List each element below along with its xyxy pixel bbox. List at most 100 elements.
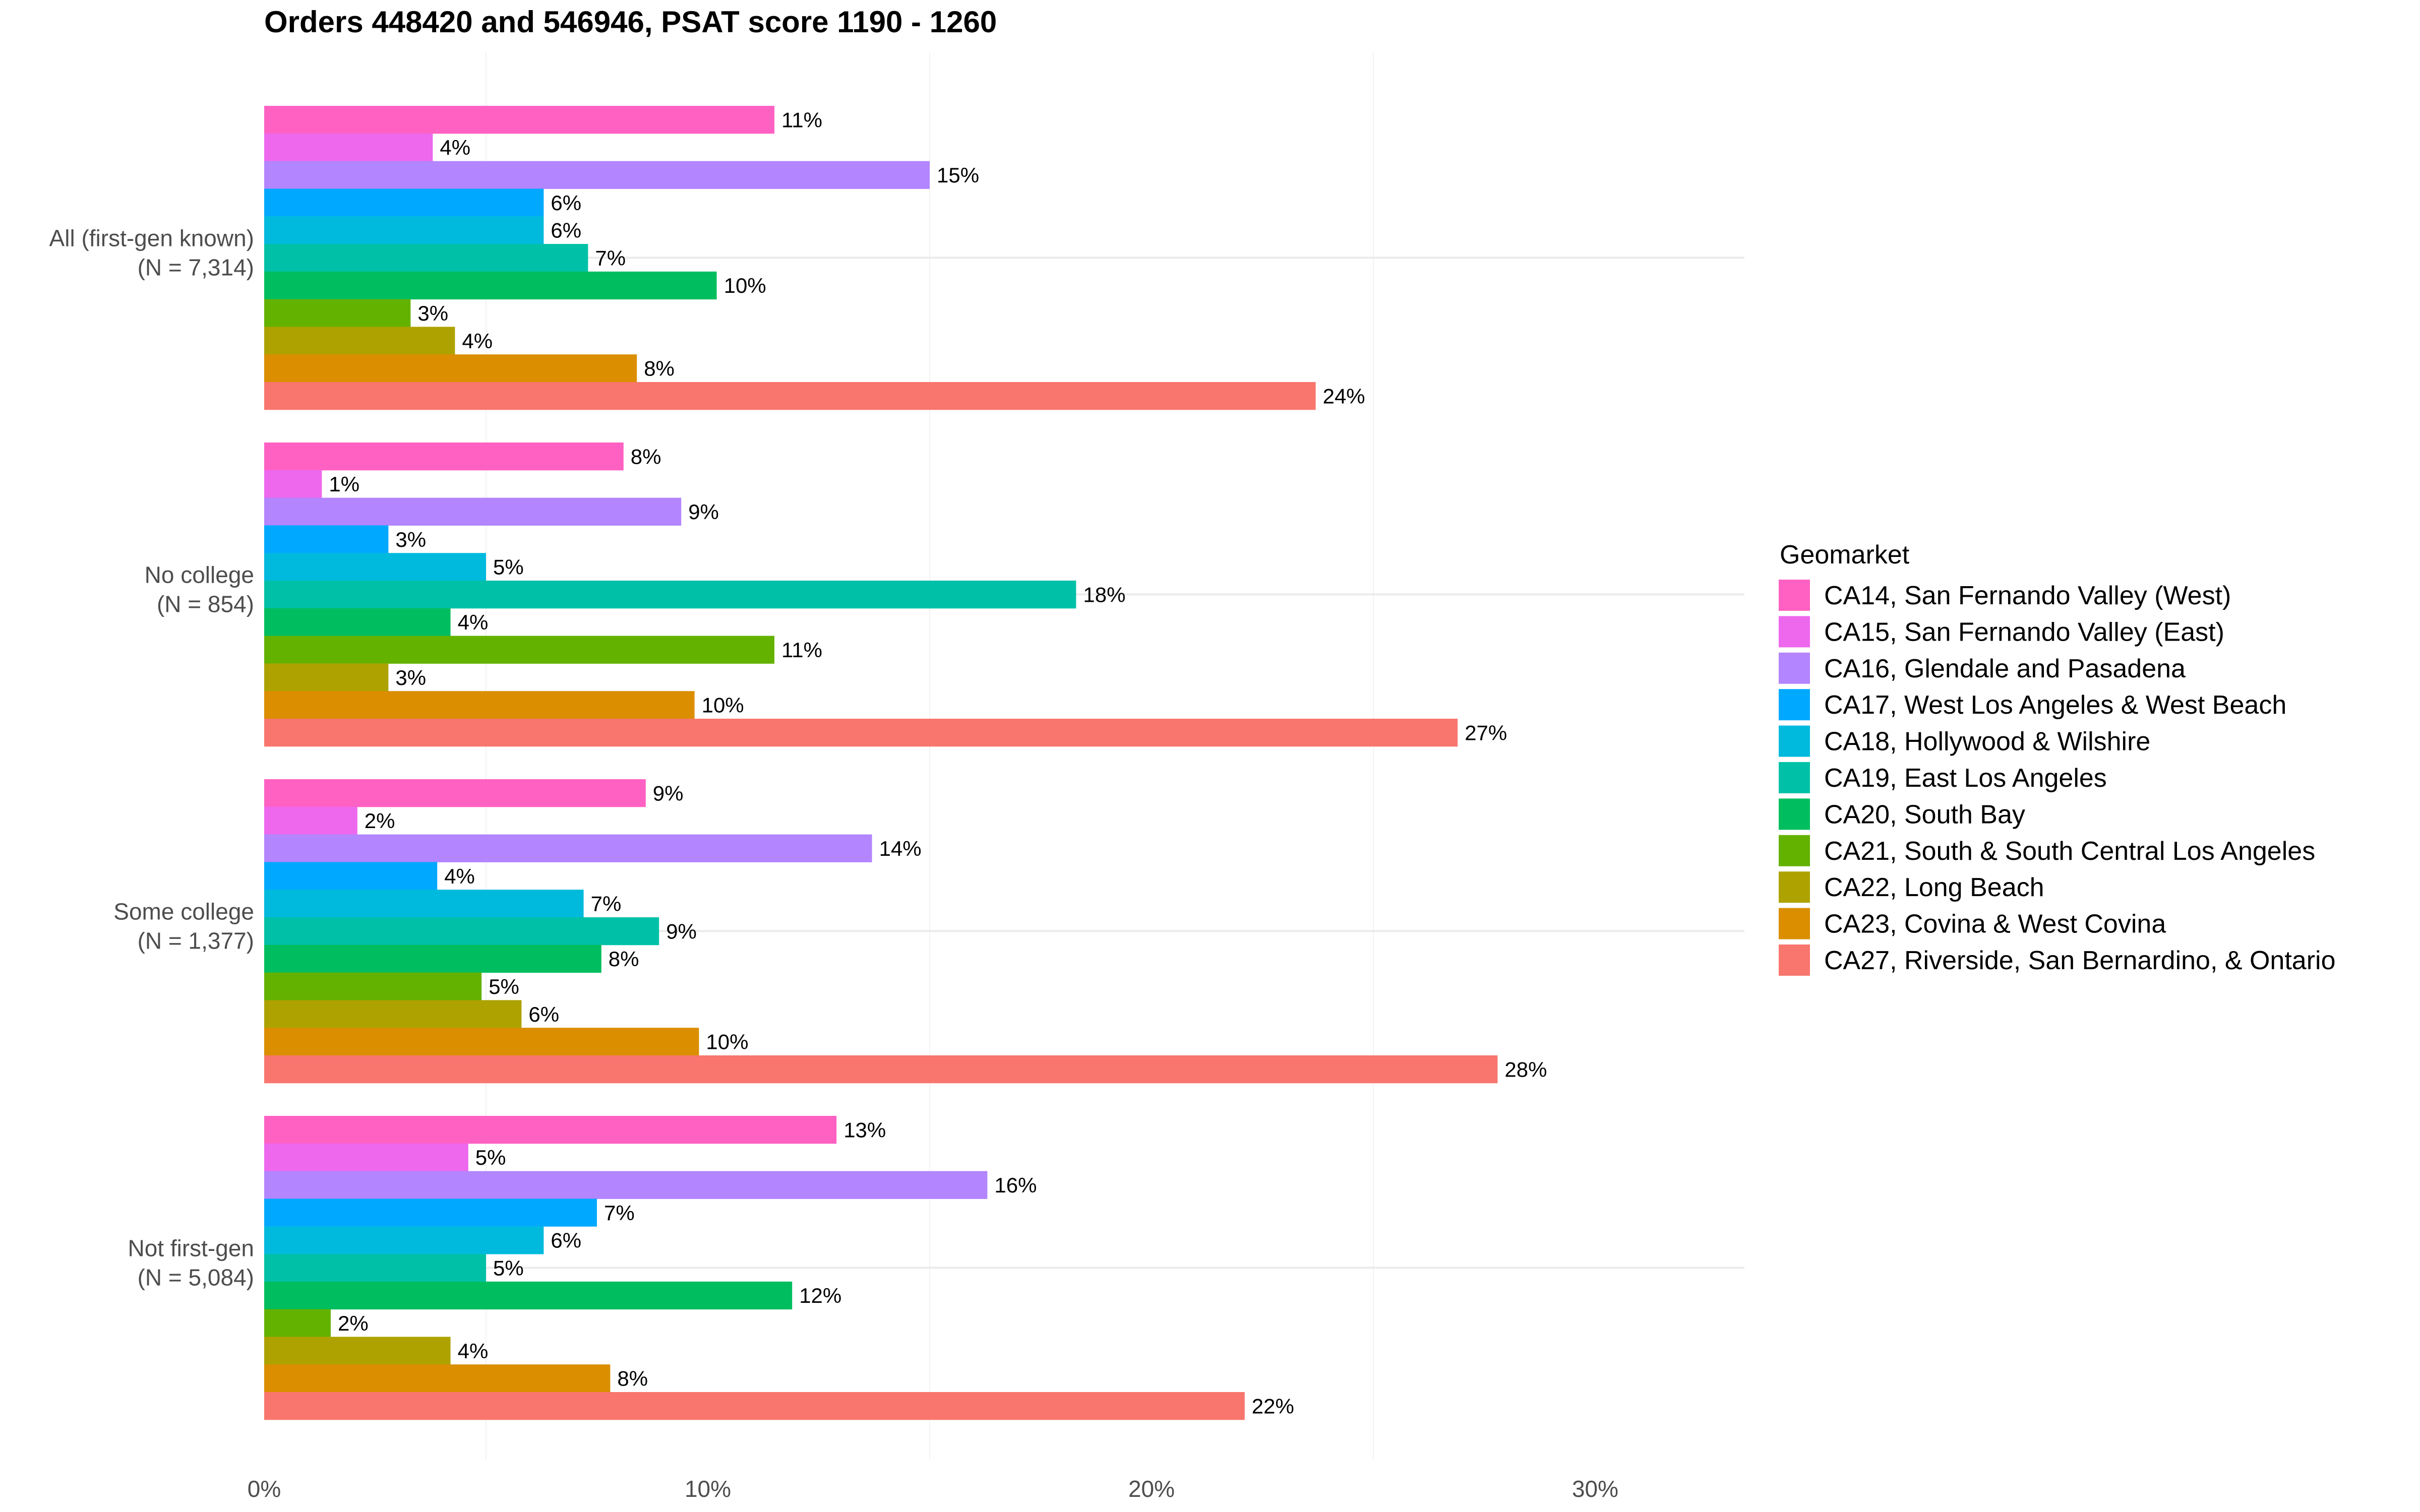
data-label: 7% <box>604 1201 635 1225</box>
bar <box>264 917 659 946</box>
legend-swatch <box>1779 616 1810 648</box>
bar <box>264 354 637 383</box>
data-label: 14% <box>879 837 922 860</box>
x-tick-label: 30% <box>1572 1476 1618 1502</box>
bar <box>264 719 1458 747</box>
data-label: 11% <box>781 108 822 132</box>
bar <box>264 443 624 471</box>
data-label: 11% <box>781 638 822 662</box>
data-label: 4% <box>444 864 475 888</box>
bar <box>264 271 717 300</box>
legend-label: CA17, West Los Angeles & West Beach <box>1824 690 2286 720</box>
data-label: 13% <box>843 1118 886 1142</box>
bar <box>264 161 930 189</box>
bar <box>264 244 588 272</box>
bar <box>264 382 1316 410</box>
data-label: 1% <box>329 472 359 496</box>
legend-swatch <box>1779 725 1810 757</box>
data-label: 8% <box>617 1367 648 1391</box>
bar <box>264 972 482 1000</box>
data-label: 3% <box>395 666 426 689</box>
data-label: 24% <box>1323 384 1365 408</box>
bar <box>264 327 455 355</box>
data-label: 27% <box>1465 721 1507 744</box>
data-label: 5% <box>493 555 524 579</box>
legend-label: CA20, South Bay <box>1824 800 2025 829</box>
legend-swatch <box>1779 835 1810 866</box>
category-label: Some college <box>113 898 254 924</box>
bar <box>264 806 357 835</box>
x-tick-label: 10% <box>685 1476 731 1502</box>
data-label: 4% <box>458 1339 489 1363</box>
data-label: 9% <box>666 919 697 943</box>
bar <box>264 1055 1498 1084</box>
legend-label: CA14, San Fernando Valley (West) <box>1824 581 2231 610</box>
data-label: 8% <box>609 947 639 971</box>
data-label: 3% <box>395 528 426 551</box>
bars <box>264 106 1498 1420</box>
bar <box>264 663 389 691</box>
data-label: 5% <box>489 975 519 998</box>
legend: Geomarket CA14, San Fernando Valley (Wes… <box>1779 540 2336 976</box>
x-tick-label: 20% <box>1128 1476 1175 1502</box>
bar <box>264 216 544 244</box>
data-label: 7% <box>591 892 622 916</box>
bar <box>264 553 486 581</box>
data-label: 2% <box>365 809 395 833</box>
legend-title: Geomarket <box>1780 540 1910 570</box>
legend-swatch <box>1779 580 1810 611</box>
bar <box>264 944 601 973</box>
data-label: 10% <box>702 694 744 717</box>
bar <box>264 1281 793 1310</box>
legend-swatch <box>1779 908 1810 939</box>
data-label: 15% <box>937 163 979 187</box>
legend-label: CA23, Covina & West Covina <box>1824 910 2166 939</box>
bar <box>264 1337 451 1365</box>
legend-swatch <box>1779 798 1810 830</box>
category-label: (N = 5,084) <box>138 1264 254 1290</box>
data-label: 10% <box>724 274 766 297</box>
legend-label: CA18, Hollywood & Wilshire <box>1824 727 2150 757</box>
bar <box>264 636 774 664</box>
bar <box>264 1028 699 1056</box>
legend-label: CA19, East Los Angeles <box>1824 764 2107 793</box>
bar <box>264 1392 1245 1420</box>
legend-swatch <box>1779 762 1810 793</box>
legend-label: CA27, Riverside, San Bernardino, & Ontar… <box>1824 946 2336 975</box>
data-label: 6% <box>551 191 581 215</box>
bar <box>264 862 438 890</box>
data-label: 9% <box>688 500 719 524</box>
bar <box>264 1364 611 1393</box>
data-label: 4% <box>462 329 493 353</box>
data-label: 4% <box>440 136 470 159</box>
category-label: Not first-gen <box>128 1235 254 1261</box>
bar <box>264 890 584 918</box>
data-label: 6% <box>551 1229 581 1252</box>
x-tick-label: 0% <box>248 1476 281 1502</box>
bar <box>264 1226 544 1254</box>
category-label: (N = 7,314) <box>138 254 254 280</box>
bar <box>264 470 322 498</box>
data-label: 18% <box>1083 583 1125 606</box>
legend-swatch <box>1779 689 1810 721</box>
bar <box>264 1199 597 1227</box>
data-label: 9% <box>653 781 684 805</box>
legend-swatch <box>1779 944 1810 976</box>
bar <box>264 525 389 553</box>
bar <box>264 1000 522 1028</box>
bar <box>264 299 411 327</box>
bar <box>264 691 695 719</box>
data-label: 10% <box>706 1030 748 1054</box>
bar <box>264 1309 331 1337</box>
bar <box>264 1171 988 1199</box>
category-label: (N = 1,377) <box>138 927 254 954</box>
legend-label: CA15, San Fernando Valley (East) <box>1824 617 2224 647</box>
category-label: No college <box>145 561 254 588</box>
data-label: 7% <box>595 246 626 270</box>
data-label: 5% <box>475 1146 506 1169</box>
data-labels: 11% 4% 15% 6% 6% 7% 10% 3% 4% 8% 24% 8% 1% 9% 3% 5% 18% 4… <box>329 108 1547 1418</box>
data-label: 2% <box>338 1311 369 1335</box>
data-label: 5% <box>493 1256 524 1280</box>
legend-items: CA14, San Fernando Valley (West) CA15, Sa… <box>1779 580 2336 976</box>
